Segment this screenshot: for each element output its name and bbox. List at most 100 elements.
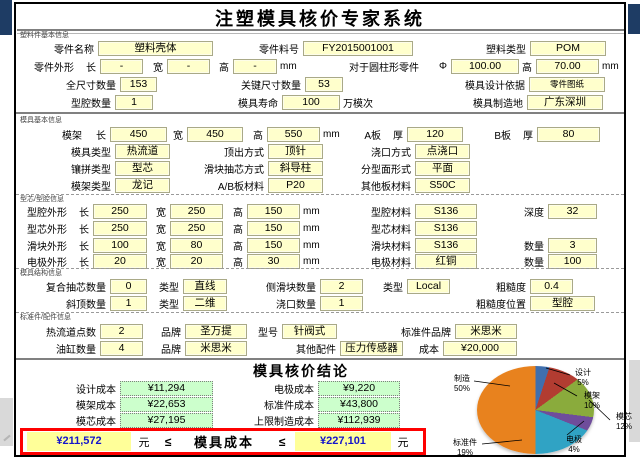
part-width-field[interactable]: - xyxy=(167,58,210,74)
row-slider-shape: 滑块外形 长 100 宽 80 高 150 mm 滑块材料 S136 数量 3 xyxy=(16,237,597,253)
part-name-field[interactable]: 塑料壳体 xyxy=(98,40,213,56)
core-length-field[interactable]: 250 xyxy=(93,220,147,236)
a-plate-field[interactable]: 120 xyxy=(407,126,463,142)
part-number-field[interactable]: FY2015001001 xyxy=(303,40,413,56)
full-dims-label: 全尺寸数量 xyxy=(66,80,116,92)
part-length-field[interactable]: - xyxy=(100,58,143,74)
eject-method-field[interactable]: 顶针 xyxy=(268,143,323,159)
electrode-length-field[interactable]: 20 xyxy=(93,253,147,269)
gate-count-field[interactable]: 1 xyxy=(320,295,363,311)
slide-core-field[interactable]: 斜导柱 xyxy=(268,160,323,176)
part-shape-label: 零件外形 xyxy=(34,62,74,74)
width-label: 宽 xyxy=(153,62,163,74)
part-height-field[interactable]: - xyxy=(233,58,277,74)
type-label: 类型 xyxy=(159,282,179,294)
roughness-field[interactable]: 0.4 xyxy=(530,278,573,294)
compound-core-type-field[interactable]: 直线 xyxy=(183,278,227,294)
insert-type-label: 镶拼类型 xyxy=(71,164,111,176)
roughness-position-field[interactable]: 型腔 xyxy=(530,295,595,311)
electrode-qty-field[interactable]: 100 xyxy=(548,253,597,269)
moldbase-type-field[interactable]: 龙记 xyxy=(115,177,170,193)
electrode-width-field[interactable]: 20 xyxy=(170,253,223,269)
core-width-field[interactable]: 250 xyxy=(170,220,223,236)
width-label: 宽 xyxy=(156,257,166,269)
slider-material-field[interactable]: S136 xyxy=(415,237,477,253)
insert-type-field[interactable]: 型芯 xyxy=(115,160,170,176)
design-basis-field[interactable]: 零件图纸 xyxy=(529,76,605,92)
moldbase-height-field[interactable]: 550 xyxy=(267,126,320,142)
cavity-length-field[interactable]: 250 xyxy=(93,203,147,219)
parting-surface-label: 分型面形式 xyxy=(361,164,411,176)
core-shape-label: 型芯外形 xyxy=(27,224,67,236)
parting-surface-field[interactable]: 平面 xyxy=(415,160,470,176)
moldbase-cost-label: 模架成本 xyxy=(76,400,116,412)
slider-qty-field[interactable]: 3 xyxy=(548,237,597,253)
mold-type-field[interactable]: 热流道 xyxy=(115,143,170,159)
depth-field[interactable]: 32 xyxy=(548,203,597,219)
moldbase-width-field[interactable]: 450 xyxy=(187,126,243,142)
row-dimension-counts: 全尺寸数量 153 关键尺寸数量 53 模具设计依据 零件图纸 xyxy=(16,76,605,92)
electrode-material-field[interactable]: 红铜 xyxy=(415,253,477,269)
moldbase-length-field[interactable]: 450 xyxy=(110,126,167,142)
electrode-material-label: 电极材料 xyxy=(371,257,411,269)
cavity-width-field[interactable]: 250 xyxy=(170,203,223,219)
core-material-field[interactable]: S136 xyxy=(415,220,477,236)
hot-runner-model-field[interactable]: 针阀式 xyxy=(282,323,337,339)
full-dims-field[interactable]: 153 xyxy=(120,76,157,92)
oil-cylinder-count-field[interactable]: 4 xyxy=(100,340,143,356)
hot-runner-brand-field[interactable]: 圣万提 xyxy=(185,323,247,339)
roughness-position-label: 粗糙度位置 xyxy=(476,299,526,311)
other-accessories-field[interactable]: 压力传感器 xyxy=(340,340,403,356)
design-basis-label: 模具设计依据 xyxy=(465,80,525,92)
pie-label-pct: 50% xyxy=(453,384,470,393)
lifter-count-field[interactable]: 1 xyxy=(110,295,147,311)
mold-type-label: 模具类型 xyxy=(71,147,111,159)
width-label: 宽 xyxy=(156,224,166,236)
key-dims-field[interactable]: 53 xyxy=(305,76,343,92)
hot-runner-points-label: 热流道点数 xyxy=(46,327,96,339)
other-accessories-label: 其他配件 xyxy=(296,344,336,356)
height-label: 高 xyxy=(233,257,243,269)
hot-runner-points-field[interactable]: 2 xyxy=(100,323,143,339)
side-slider-field[interactable]: 2 xyxy=(320,278,363,294)
moldbase-cost-value: ¥22,653 xyxy=(120,396,213,412)
electrode-shape-label: 电极外形 xyxy=(27,257,67,269)
part-number-label: 零件料号 xyxy=(259,44,299,56)
ab-plate-material-field[interactable]: P20 xyxy=(268,177,323,193)
mold-life-field[interactable]: 100 xyxy=(282,94,340,110)
gate-method-field[interactable]: 点浇口 xyxy=(415,143,470,159)
mold-life-label: 模具寿命 xyxy=(238,98,278,110)
type-label: 类型 xyxy=(383,282,403,294)
pie-label-text: 制造 xyxy=(454,374,470,383)
cavity-count-field[interactable]: 1 xyxy=(115,94,153,110)
cavity-material-field[interactable]: S136 xyxy=(415,203,477,219)
mold-place-field[interactable]: 广东深圳 xyxy=(527,94,603,110)
b-plate-field[interactable]: 80 xyxy=(537,126,600,142)
cyl-height-field[interactable]: 70.00 xyxy=(536,58,599,74)
other-plate-material-field[interactable]: S50C xyxy=(415,177,470,193)
plastic-type-field[interactable]: POM xyxy=(530,40,606,56)
slider-length-field[interactable]: 100 xyxy=(93,237,147,253)
compound-core-field[interactable]: 0 xyxy=(110,278,147,294)
length-label: 长 xyxy=(79,224,89,236)
standard-parts-cost-label: 标准件成本 xyxy=(264,400,314,412)
electrode-height-field[interactable]: 30 xyxy=(247,253,300,269)
pie-chart xyxy=(477,366,594,454)
slider-height-field[interactable]: 150 xyxy=(247,237,300,253)
standard-brand-field[interactable]: 米思米 xyxy=(455,323,517,339)
cavity-height-field[interactable]: 150 xyxy=(247,203,300,219)
slider-width-field[interactable]: 80 xyxy=(170,237,223,253)
core-height-field[interactable]: 150 xyxy=(247,220,300,236)
window-artifact-bottom-left xyxy=(0,398,13,446)
standard-brand-label: 标准件品牌 xyxy=(401,327,451,339)
diameter-label: Φ xyxy=(439,60,447,72)
window-artifact-top-left xyxy=(0,0,12,35)
accessories-cost-field[interactable]: ¥20,000 xyxy=(443,340,517,356)
row-lifter: 斜顶数量 1 类型 二维 浇口数量 1 粗糙度位置 型腔 xyxy=(16,295,595,311)
diameter-field[interactable]: 100.00 xyxy=(451,58,519,74)
brand-label: 品牌 xyxy=(161,344,181,356)
lifter-type-field[interactable]: 二维 xyxy=(183,295,227,311)
oil-cylinder-brand-field[interactable]: 米思米 xyxy=(185,340,247,356)
section-label-std-info: 标准件/配件信息 xyxy=(20,314,71,321)
side-slider-type-field[interactable]: Local xyxy=(407,278,450,294)
